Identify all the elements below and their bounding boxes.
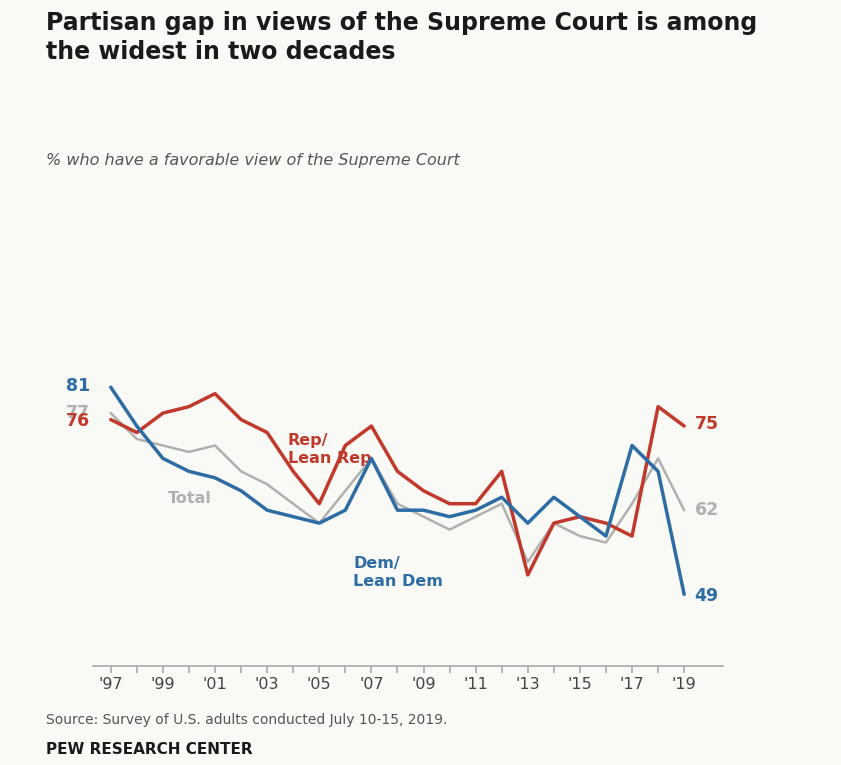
Text: Rep/
Lean Rep: Rep/ Lean Rep — [288, 432, 372, 466]
Text: 76: 76 — [66, 412, 90, 430]
Text: PEW RESEARCH CENTER: PEW RESEARCH CENTER — [46, 742, 253, 757]
Text: 77: 77 — [66, 404, 90, 422]
Text: Partisan gap in views of the Supreme Court is among
the widest in two decades: Partisan gap in views of the Supreme Cou… — [46, 11, 758, 64]
Text: Source: Survey of U.S. adults conducted July 10-15, 2019.: Source: Survey of U.S. adults conducted … — [46, 713, 447, 727]
Text: 49: 49 — [695, 588, 719, 605]
Text: 81: 81 — [66, 376, 90, 395]
Text: % who have a favorable view of the Supreme Court: % who have a favorable view of the Supre… — [46, 153, 460, 168]
Text: Dem/
Lean Dem: Dem/ Lean Dem — [353, 555, 443, 589]
Text: 62: 62 — [695, 501, 719, 519]
Text: Total: Total — [168, 491, 212, 506]
Text: 75: 75 — [695, 415, 719, 433]
